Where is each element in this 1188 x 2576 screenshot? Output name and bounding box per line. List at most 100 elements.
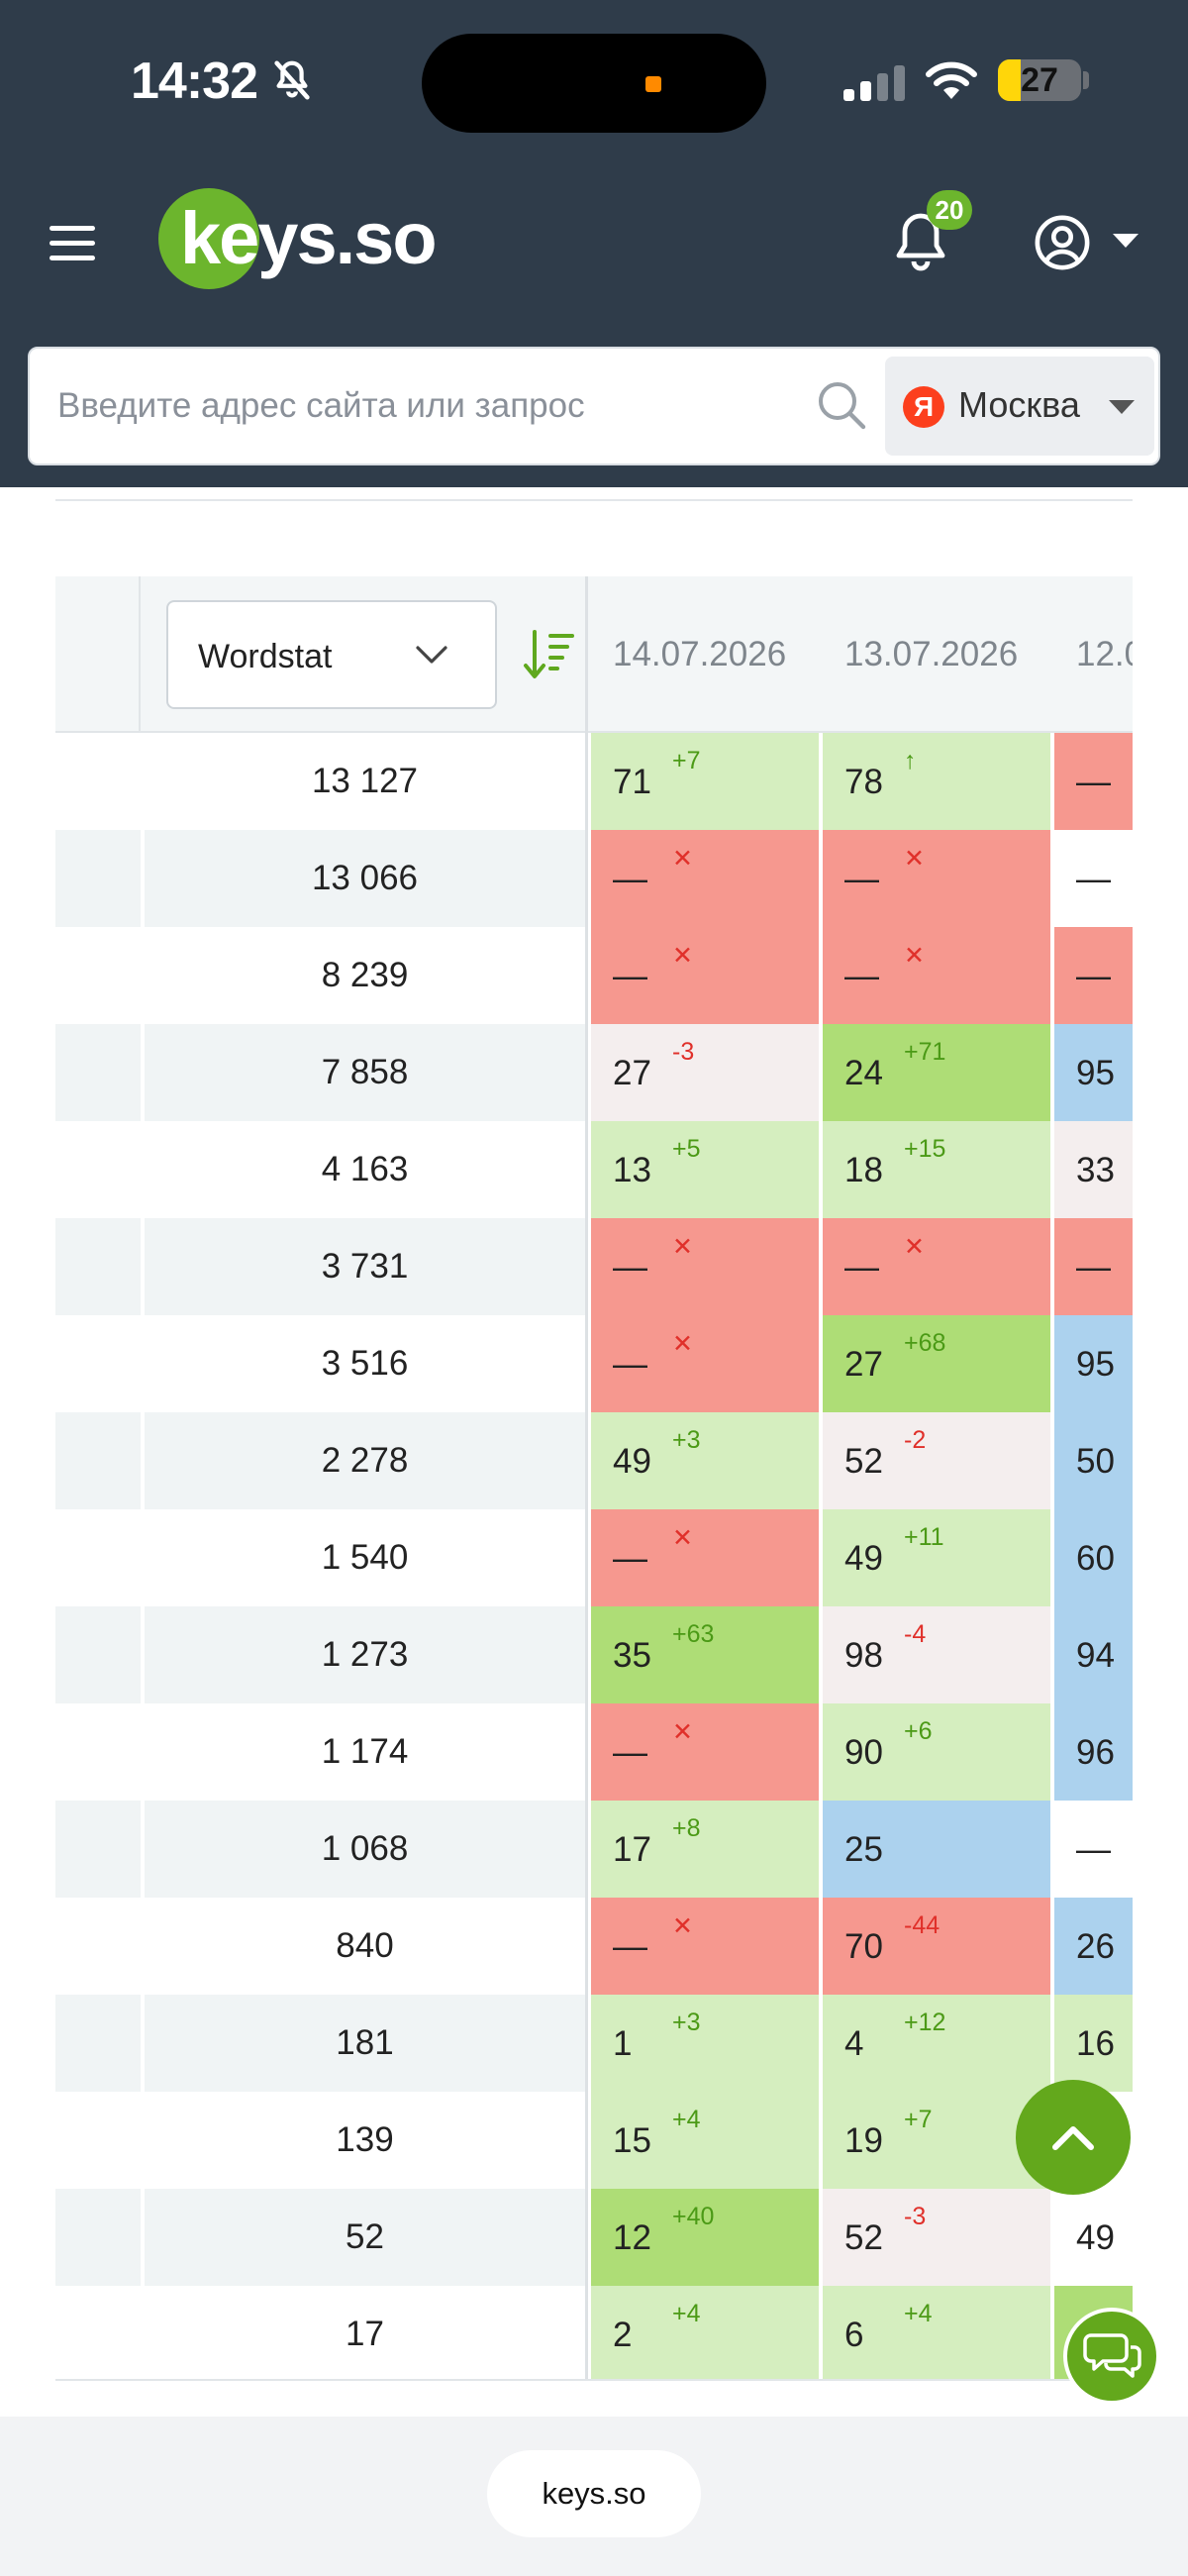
position-cell[interactable]: 96 [1054, 1703, 1133, 1801]
metric-select-label: Wordstat [198, 638, 333, 675]
position-cell[interactable]: — ✕ [823, 830, 1050, 927]
menu-icon[interactable] [50, 226, 95, 261]
date-column-header[interactable]: 12.07.2026 [1076, 635, 1133, 673]
scroll-to-top-button[interactable] [1016, 2080, 1131, 2195]
header-volume-cell: Wordstat [145, 576, 588, 733]
position-cell[interactable]: — [1054, 1801, 1133, 1898]
table-row: 181 1 +3 4 +12 16 [55, 1995, 1133, 2092]
position-cell[interactable]: — ✕ [591, 927, 819, 1024]
position-cell[interactable]: — [1054, 733, 1133, 830]
app-header: 14:32 27 keys.so 20 [0, 0, 1188, 487]
position-cell[interactable]: 52 -3 [823, 2189, 1050, 2286]
position-cell[interactable]: 18 +15 [823, 1121, 1050, 1218]
position-change: -4 [904, 1620, 927, 1648]
volume-cell: 1 273 [145, 1606, 588, 1703]
row-lead-cell [55, 1024, 141, 1121]
position-cell[interactable]: 27 +68 [823, 1315, 1050, 1412]
position-cell[interactable]: 19 +7 [823, 2092, 1050, 2189]
dynamic-island [422, 34, 766, 133]
position-cell[interactable]: 27 -3 [591, 1024, 819, 1121]
position-value: — [1076, 1248, 1111, 1287]
position-value: 98 [844, 1636, 883, 1675]
position-cell[interactable]: 6 +4 [823, 2286, 1050, 2381]
position-cell[interactable]: — ✕ [823, 927, 1050, 1024]
position-change: +4 [672, 2300, 701, 2327]
position-cell[interactable]: 26 [1054, 1898, 1133, 1995]
position-cell[interactable]: 2 +4 [591, 2286, 819, 2381]
position-change: +11 [904, 1523, 944, 1551]
position-cell[interactable]: — ✕ [591, 1703, 819, 1801]
position-value: 71 [613, 763, 651, 801]
position-cell[interactable]: 12 +40 [591, 2189, 819, 2286]
position-cell[interactable]: — ✕ [591, 1898, 819, 1995]
position-cell[interactable]: — [1054, 1218, 1133, 1315]
row-lead-cell [55, 733, 141, 830]
search-input[interactable] [57, 376, 810, 436]
table-row: 1 068 17 +8 25 — [55, 1801, 1133, 1898]
dropped-out-icon: ✕ [672, 1233, 693, 1261]
metric-select[interactable]: Wordstat [166, 600, 497, 709]
position-cell[interactable]: — ✕ [591, 1218, 819, 1315]
date-column-header[interactable]: 13.07.2026 [844, 635, 1019, 673]
account-icon[interactable] [1034, 214, 1091, 271]
url-pill[interactable]: keys.so [487, 2450, 701, 2537]
position-cell[interactable]: 78 ↑ [823, 733, 1050, 830]
volume-cell: 52 [145, 2189, 588, 2286]
position-cell[interactable]: — ✕ [823, 1218, 1050, 1315]
position-cell[interactable]: 90 +6 [823, 1703, 1050, 1801]
volume-cell: 8 239 [145, 927, 588, 1024]
chat-button[interactable] [1063, 2308, 1160, 2405]
position-cell[interactable]: 95 [1054, 1315, 1133, 1412]
position-value: 15 [613, 2121, 651, 2160]
battery-tip [1083, 71, 1089, 89]
position-cell[interactable]: 4 +12 [823, 1995, 1050, 2092]
position-change: +68 [904, 1329, 946, 1357]
position-cell[interactable]: — ✕ [591, 830, 819, 927]
position-cell[interactable]: 35 +63 [591, 1606, 819, 1703]
position-cell[interactable]: 71 +7 [591, 733, 819, 830]
position-cell[interactable]: 15 +4 [591, 2092, 819, 2189]
chevron-up-icon [1052, 2126, 1094, 2150]
position-cell[interactable]: 24 +71 [823, 1024, 1050, 1121]
table-row: 13 127 71 +7 78 ↑ — [55, 733, 1133, 830]
position-cell[interactable]: 94 [1054, 1606, 1133, 1703]
position-cell[interactable]: 95 [1054, 1024, 1133, 1121]
position-cell[interactable]: 98 -4 [823, 1606, 1050, 1703]
position-cell[interactable]: 70 -44 [823, 1898, 1050, 1995]
position-value: 2 [613, 2316, 633, 2354]
position-value: 50 [1076, 1442, 1115, 1481]
date-column-header[interactable]: 14.07.2026 [613, 635, 787, 673]
table-row: 1 174— ✕ 90 +6 96 [55, 1703, 1133, 1801]
position-value: 95 [1076, 1054, 1115, 1092]
position-cell[interactable]: 25 [823, 1801, 1050, 1898]
search-bar: Я Москва [28, 347, 1160, 465]
position-cell[interactable]: 1 +3 [591, 1995, 819, 2092]
position-cell[interactable]: 50 [1054, 1412, 1133, 1509]
position-cell[interactable]: — ✕ [591, 1315, 819, 1412]
position-cell[interactable]: — ✕ [591, 1509, 819, 1606]
volume-cell: 4 163 [145, 1121, 588, 1218]
position-cell[interactable]: 33 [1054, 1121, 1133, 1218]
position-cell[interactable]: 49 +11 [823, 1509, 1050, 1606]
logo-text: keys.so [180, 197, 438, 279]
sort-descending-icon[interactable] [523, 628, 574, 681]
dropped-out-icon: ✕ [672, 1912, 693, 1940]
search-icon[interactable] [816, 378, 867, 432]
position-cell[interactable]: 49 +3 [591, 1412, 819, 1509]
position-value: 19 [844, 2121, 883, 2160]
position-cell[interactable]: 16 [1054, 1995, 1133, 2092]
header-blank-cell [55, 576, 141, 733]
region-selector[interactable]: Я Москва [885, 357, 1154, 456]
position-value: — [613, 1733, 647, 1772]
dropped-out-icon: ✕ [904, 845, 925, 873]
position-cell[interactable]: 17 +8 [591, 1801, 819, 1898]
position-cell[interactable]: 49 [1054, 2189, 1133, 2286]
logo[interactable]: keys.so [158, 186, 446, 295]
position-cell[interactable]: 13 +5 [591, 1121, 819, 1218]
position-cell[interactable]: — [1054, 927, 1133, 1024]
position-cell[interactable]: 60 [1054, 1509, 1133, 1606]
position-cell[interactable]: — [1054, 830, 1133, 927]
position-change: -3 [672, 1038, 695, 1066]
account-chevron-down-icon[interactable] [1113, 234, 1138, 248]
position-cell[interactable]: 52 -2 [823, 1412, 1050, 1509]
